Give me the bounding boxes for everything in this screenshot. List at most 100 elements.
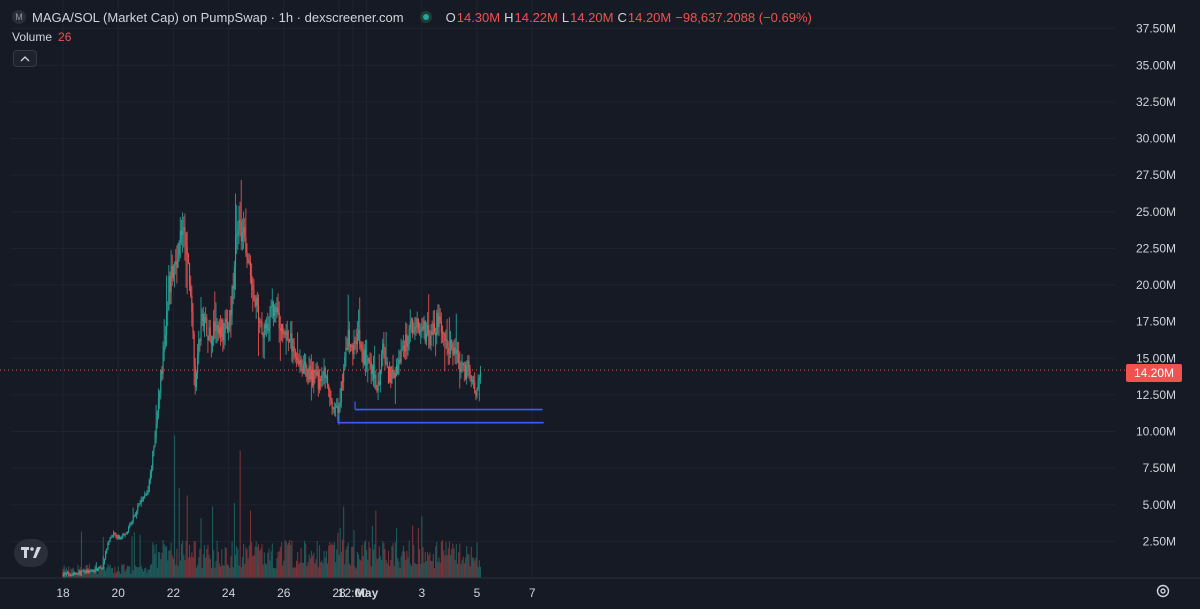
y-tick-label: 27.50M [1136, 168, 1176, 182]
volume-bar [470, 546, 472, 578]
candle-body [353, 340, 355, 355]
volume-bar [315, 559, 317, 578]
candle-body [345, 347, 347, 357]
y-tick-label: 17.50M [1136, 315, 1176, 329]
volume-bar [337, 533, 339, 578]
volume-bar [293, 566, 295, 578]
volume-bar [163, 544, 165, 578]
volume-bar [228, 565, 230, 578]
volume-bar [374, 544, 376, 578]
volume-bar [291, 540, 293, 578]
volume-bar [344, 564, 346, 578]
candle-body [291, 333, 293, 352]
volume-bar [355, 568, 357, 578]
candle-body [445, 339, 447, 341]
volume-bar [161, 552, 163, 578]
volume-label: Volume [12, 30, 53, 44]
volume-bar [455, 543, 457, 578]
volume-bar [239, 450, 241, 578]
volume-bar [266, 564, 268, 578]
candle-body [369, 360, 371, 362]
candle-body [208, 327, 210, 341]
candle-body [367, 358, 369, 364]
candle-body [182, 230, 184, 235]
candle-body [340, 381, 342, 403]
candle-body [438, 316, 440, 328]
volume-bar [208, 554, 210, 578]
chevron-up-icon [20, 55, 30, 61]
candle-body [245, 237, 247, 253]
candle-body [366, 363, 368, 365]
volume-bar [371, 525, 373, 578]
volume-bar [231, 541, 233, 578]
volume-bar [362, 556, 364, 578]
candle-body [154, 437, 156, 448]
candle-body [379, 370, 381, 385]
volume-bar [330, 544, 332, 578]
candle-body [285, 331, 287, 335]
chart-settings-gear-icon[interactable] [1155, 583, 1171, 599]
x-tick-label: 3 [418, 586, 425, 600]
candle-body [470, 375, 472, 382]
volume-bar [241, 557, 243, 578]
volume-bar [458, 552, 460, 578]
volume-bar [456, 563, 459, 578]
volume-bar [254, 546, 256, 578]
volume-bar [281, 542, 283, 578]
open-label: O [445, 9, 456, 25]
volume-bar [156, 567, 158, 578]
candle-body [432, 323, 434, 335]
candle-body [376, 388, 378, 392]
volume-bar [468, 554, 470, 578]
volume-bar [408, 540, 410, 578]
volume-bar [369, 547, 371, 578]
candle-body [264, 324, 266, 329]
candle-body [289, 340, 291, 342]
horizontal-lines[interactable] [337, 401, 544, 424]
volume-bar [318, 545, 321, 578]
volume-bar [124, 571, 126, 578]
candle-body [93, 570, 95, 572]
tradingview-logo-icon[interactable] [14, 539, 48, 567]
candle-body [387, 366, 390, 383]
volume-bar [478, 560, 480, 578]
candle-body [436, 312, 438, 336]
market-open-dot-icon [419, 11, 432, 23]
candle-body [475, 392, 477, 396]
volume-value: 26 [58, 30, 72, 44]
candle-body [186, 246, 188, 255]
volume-legend: Volume 26 [12, 30, 71, 44]
candle-body [333, 408, 335, 410]
candle-body [412, 319, 414, 333]
volume-bar [366, 549, 368, 578]
volume-bar [220, 566, 222, 578]
volume-bar [117, 566, 119, 578]
candle-body [362, 351, 364, 364]
candle-body [167, 310, 169, 312]
volume-bar [153, 545, 155, 578]
candle-body [110, 536, 112, 538]
volume-bar [84, 573, 86, 578]
candle-body [421, 326, 423, 332]
y-axis[interactable]: 37.50M 35.00M 32.50M 30.00M 27.50M 25.00M 22.5… [1136, 22, 1176, 549]
candle-body [171, 266, 173, 279]
volume-bar [379, 556, 381, 578]
collapse-legend-button[interactable] [13, 50, 37, 67]
volume-bar [305, 543, 307, 578]
volume-bar [178, 488, 180, 578]
volume-bar [77, 564, 79, 578]
volume-bar [70, 568, 72, 578]
candle-body [471, 379, 473, 382]
volume-bar [113, 573, 115, 578]
candle-body [290, 333, 292, 341]
volume-bar [396, 528, 398, 578]
candle-body [305, 361, 307, 368]
volume-bar [304, 540, 306, 578]
candle-body [316, 370, 318, 376]
volume-bar [134, 565, 137, 578]
volume-bar [479, 566, 482, 578]
candle-body [453, 347, 455, 355]
volume-bar [110, 568, 112, 578]
